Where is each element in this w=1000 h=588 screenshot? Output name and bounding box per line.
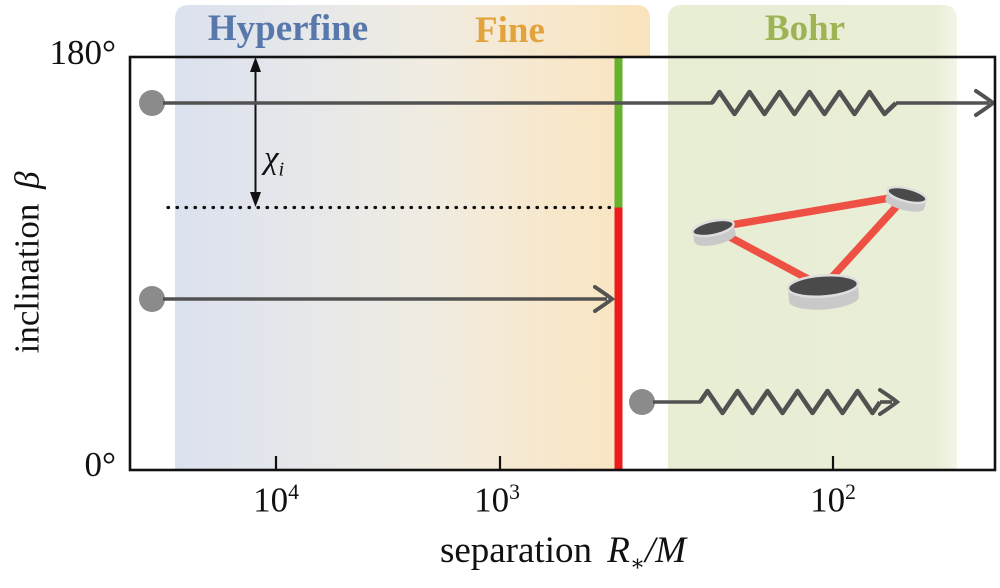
binary-dot-icon (629, 389, 655, 415)
disk-icon (885, 185, 928, 212)
y-tick-180: 180° (49, 33, 117, 72)
y-axis-label-symbol: β (7, 171, 47, 189)
plot-frame (128, 55, 997, 472)
x-axis-label-text: separation (439, 530, 592, 571)
trajectory-arrow-middle (139, 285, 614, 313)
disk-icon (691, 218, 736, 246)
tick-base: 10 (810, 480, 846, 520)
tick-base: 10 (474, 480, 510, 520)
trajectory-arrow-top (139, 89, 995, 117)
transition-bar-red (614, 207, 623, 470)
y-axis-label-text: inclination (7, 203, 47, 354)
hyperfine-fine-band (175, 5, 650, 470)
region-label-bohr: Bohr (764, 8, 846, 49)
chi-annotation-label: χi (264, 141, 284, 181)
tick-base: 10 (253, 480, 289, 520)
transition-bar-green (614, 57, 623, 208)
x-tick-1e2: 102 (773, 481, 893, 519)
x-axis-label-var: R (607, 530, 630, 571)
trajectory-arrow-bottom (629, 388, 899, 416)
constellation-triangle-icon (691, 185, 928, 310)
region-label-hyperfine: Hyperfine (207, 8, 369, 49)
x-axis-ticks (274, 456, 835, 469)
wiggle-icon (710, 89, 898, 117)
red-beam (712, 191, 908, 232)
bohr-band (668, 5, 957, 470)
disk-icon (786, 273, 860, 310)
chi-double-arrow (250, 57, 261, 207)
y-axis-label: inclination β (7, 112, 47, 412)
red-beam (820, 192, 910, 290)
x-axis-label-rest: /M (644, 530, 687, 571)
x-axis-label-sub: ∗ (629, 550, 645, 576)
chi-symbol: χ (264, 140, 279, 176)
x-tick-1e4: 104 (216, 481, 336, 519)
wiggle-icon (698, 388, 882, 416)
binary-dot-icon (139, 90, 165, 116)
y-tick-0: 0° (84, 445, 117, 484)
x-axis-label: separation R∗/M (353, 530, 773, 576)
tick-exponent: 3 (509, 480, 520, 504)
chi-subscript: i (278, 158, 285, 181)
region-label-fine: Fine (475, 10, 545, 51)
tick-exponent: 2 (845, 480, 856, 504)
x-tick-1e3: 103 (437, 481, 557, 519)
tick-exponent: 4 (288, 480, 299, 504)
binary-dot-icon (139, 286, 165, 312)
